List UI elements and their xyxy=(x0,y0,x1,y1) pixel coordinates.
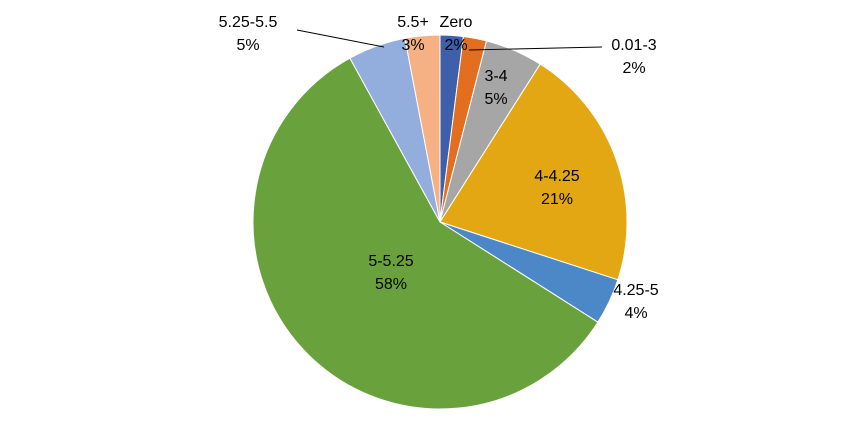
pie-slice-4-4.25 xyxy=(439,63,628,281)
leader-line-0.01-3 xyxy=(468,46,603,51)
slice-label-4-4.25: 4-4.25 21% xyxy=(534,168,579,208)
slice-label-Zero: Zero 2% xyxy=(440,14,473,54)
leader-line-5.25-5.5 xyxy=(296,29,385,48)
pie-slice-5.5+ xyxy=(404,34,441,223)
slice-label-3-4: 3-4 5% xyxy=(484,68,507,108)
slice-label-0.01-3: 0.01-3 2% xyxy=(611,37,656,77)
slice-label-5.25-5.5: 5.25-5.5 5% xyxy=(219,14,278,54)
slice-label-5.5+: 5.5+ 3% xyxy=(397,14,429,54)
slice-label-5-5.25: 5-5.25 58% xyxy=(368,253,413,293)
pie-slice-5-5.25 xyxy=(252,57,599,410)
slice-label-4.25-5: 4.25-5 4% xyxy=(613,282,658,322)
